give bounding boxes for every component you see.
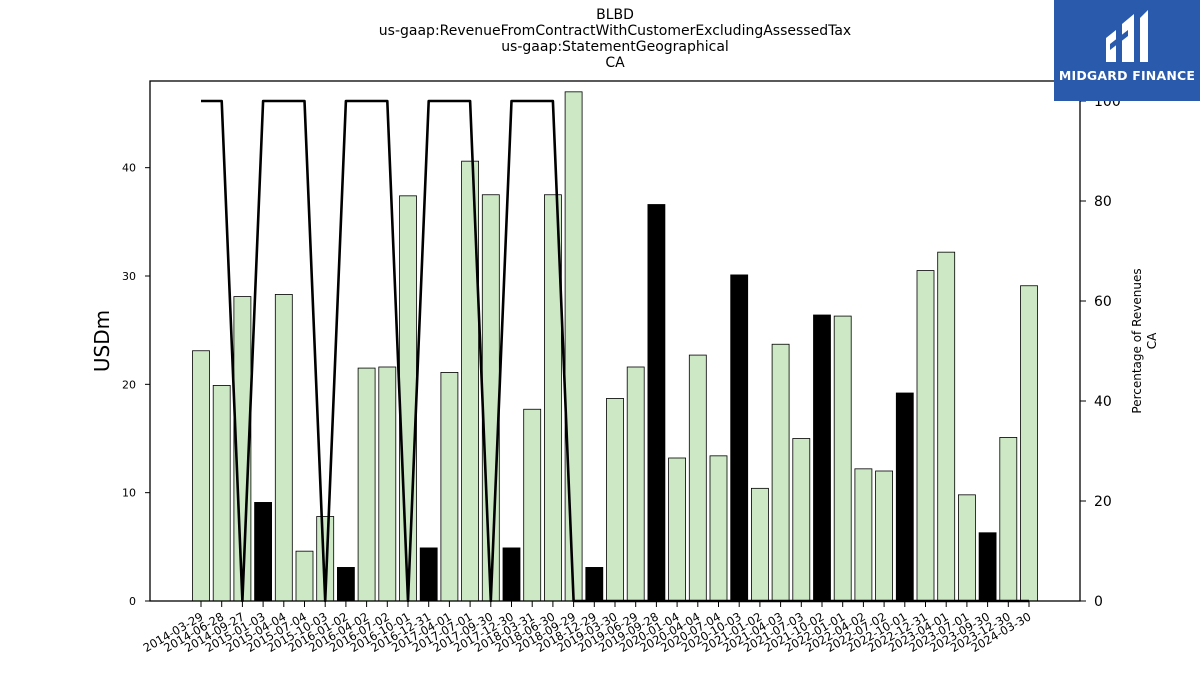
- bar-2016-12-31: [419, 547, 438, 602]
- bar-2019-06-29: [626, 366, 645, 602]
- bar-2014-06-28: [212, 385, 231, 602]
- y-tick-label-0: 0: [129, 595, 136, 608]
- bar-2015-04-04: [274, 294, 293, 602]
- bar-2022-12-31: [916, 270, 935, 602]
- x-axis: 2014-03-292014-06-282014-09-272015-01-03…: [141, 601, 1034, 655]
- bar-2023-09-30: [978, 532, 997, 602]
- bar-2020-01-04: [668, 457, 686, 602]
- midgard-finance-logo: MIDGARD FINANCE: [1054, 0, 1200, 101]
- bar-2022-04-02: [854, 468, 873, 602]
- bar-2014-03-29: [192, 350, 210, 602]
- chart-title-line-2: us-gaap:RevenueFromContractWithCustomerE…: [378, 23, 852, 39]
- bar-2023-04-01: [937, 251, 956, 602]
- chart-title-line-1: BLBD: [596, 7, 634, 23]
- y2-axis-label-line-1: Percentage of Revenues: [1130, 268, 1144, 413]
- y2-tick-label-60: 60: [1094, 294, 1112, 310]
- bar-2017-12-30: [502, 547, 521, 602]
- y2-axis-label-line-2: CA: [1145, 332, 1159, 349]
- bar-2021-07-03: [792, 438, 811, 602]
- logo-wordmark: MIDGARD FINANCE: [1058, 68, 1196, 83]
- bar-2021-10-02: [813, 314, 831, 602]
- bar-2015-01-03: [254, 502, 273, 602]
- bar-2020-10-03: [730, 274, 749, 602]
- bar-2018-12-29: [585, 567, 604, 602]
- bar-2016-04-02: [357, 367, 376, 602]
- bar-2021-01-02: [751, 487, 769, 602]
- bar-2022-10-01: [895, 392, 914, 602]
- y-axis-label: USDm: [90, 310, 114, 372]
- y2-tick-label-80: 80: [1094, 194, 1112, 210]
- y2-tick-label-40: 40: [1094, 394, 1112, 410]
- bar-2017-04-01: [440, 372, 459, 602]
- bar-2015-07-04: [295, 550, 314, 602]
- midgard-logo-icon: [1106, 10, 1148, 62]
- y-axis-left: 0 10 20 30 40: [122, 162, 150, 608]
- bar-2023-07-01: [958, 494, 976, 602]
- bar-2018-09-29: [564, 91, 583, 602]
- bar-2020-07-04: [709, 455, 728, 602]
- y-tick-label-20: 20: [122, 378, 136, 391]
- bar-2016-01-02: [336, 567, 355, 602]
- bar-2016-10-01: [399, 195, 417, 602]
- y2-tick-label-0: 0: [1094, 594, 1103, 610]
- bar-2023-12-30: [999, 437, 1018, 602]
- bar-2020-04-04: [688, 354, 707, 602]
- bar-2016-07-02: [378, 366, 397, 602]
- bar-2024-03-30: [1020, 285, 1038, 602]
- bar-2022-01-01: [833, 315, 852, 602]
- y-tick-label-10: 10: [122, 487, 136, 500]
- bar-2022-07-02: [875, 470, 893, 602]
- bar-2019-09-28: [647, 204, 666, 602]
- bar-2019-03-30: [606, 398, 624, 602]
- bar-2017-09-30: [481, 194, 500, 602]
- y-tick-label-30: 30: [122, 270, 136, 283]
- bar-2018-03-31: [523, 408, 542, 602]
- bars-group: [192, 91, 1038, 602]
- y2-tick-label-20: 20: [1094, 494, 1112, 510]
- y-tick-label-40: 40: [122, 162, 136, 175]
- chart-title-line-4: CA: [605, 55, 625, 71]
- chart-title-line-3: us-gaap:StatementGeographical: [501, 39, 729, 55]
- bar-2021-04-03: [771, 343, 790, 602]
